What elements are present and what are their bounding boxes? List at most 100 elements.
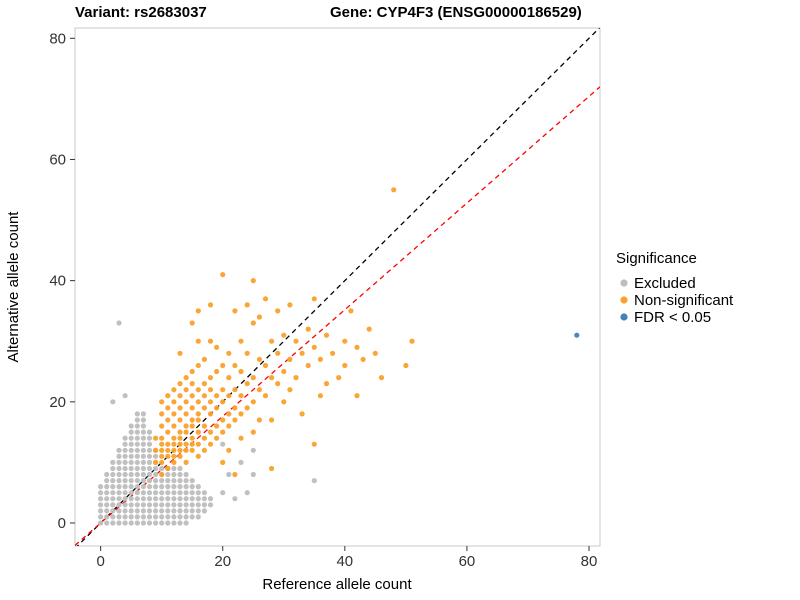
point-Excluded xyxy=(159,502,165,508)
point-Excluded xyxy=(134,459,140,465)
legend-label-fdr: FDR < 0.05 xyxy=(634,309,711,326)
point-Excluded xyxy=(122,520,128,526)
point-Excluded xyxy=(134,508,140,514)
point-Non-significant xyxy=(195,338,201,344)
point-Excluded xyxy=(134,441,140,447)
point-Excluded xyxy=(165,496,171,502)
point-Excluded xyxy=(244,490,250,496)
point-Non-significant xyxy=(189,381,195,387)
point-Non-significant xyxy=(299,350,305,356)
point-Excluded xyxy=(104,471,110,478)
point-Non-significant xyxy=(165,465,171,472)
point-Excluded xyxy=(122,435,128,441)
point-Non-significant xyxy=(262,393,269,399)
point-Excluded xyxy=(128,453,134,459)
point-Excluded xyxy=(171,502,177,508)
point-Excluded xyxy=(116,465,122,472)
point-Excluded xyxy=(122,490,128,496)
point-Excluded xyxy=(140,423,146,429)
point-Excluded xyxy=(189,514,195,520)
point-Non-significant xyxy=(360,356,366,362)
point-Excluded xyxy=(171,520,177,526)
point-Excluded xyxy=(189,502,195,508)
point-Excluded xyxy=(128,514,134,520)
point-Excluded xyxy=(122,502,128,508)
point-Excluded xyxy=(140,514,146,520)
point-Excluded xyxy=(195,490,201,496)
point-Excluded xyxy=(207,496,214,502)
point-Non-significant xyxy=(244,350,250,356)
point-Non-significant xyxy=(305,326,311,332)
point-Excluded xyxy=(165,471,171,478)
identity-line xyxy=(76,28,600,546)
point-Non-significant xyxy=(177,417,183,423)
point-Non-significant xyxy=(238,368,244,375)
point-Excluded xyxy=(110,508,116,514)
axis-ticks: 0 20 40 60 80 0 20 40 60 80 xyxy=(49,30,597,570)
point-Excluded xyxy=(134,496,140,502)
point-Non-significant xyxy=(207,411,214,417)
point-Excluded xyxy=(116,502,122,508)
point-Non-significant xyxy=(354,393,360,399)
point-Excluded xyxy=(122,478,128,484)
point-Excluded xyxy=(146,478,153,484)
point-Non-significant xyxy=(256,387,262,393)
point-Excluded xyxy=(110,399,116,405)
point-Non-significant xyxy=(378,375,385,381)
point-Excluded xyxy=(195,514,201,520)
point-Excluded xyxy=(140,490,146,496)
point-Excluded xyxy=(189,496,195,502)
point-Non-significant xyxy=(232,308,238,314)
point-Non-significant xyxy=(269,338,275,344)
point-Excluded xyxy=(238,459,244,465)
point-Excluded xyxy=(116,520,122,526)
point-Non-significant xyxy=(275,381,281,387)
point-Excluded xyxy=(165,502,171,508)
point-Non-significant xyxy=(366,326,372,332)
point-Excluded xyxy=(110,484,116,490)
point-Non-significant xyxy=(195,453,201,459)
point-Non-significant xyxy=(342,362,348,369)
fit-line xyxy=(75,86,600,546)
point-Excluded xyxy=(183,502,189,508)
point-Excluded xyxy=(159,465,165,472)
point-Excluded xyxy=(116,453,122,459)
point-Non-significant xyxy=(195,387,201,393)
point-Excluded xyxy=(122,471,128,478)
point-Excluded xyxy=(104,490,110,496)
point-Non-significant xyxy=(287,387,293,393)
point-Non-significant xyxy=(287,356,293,362)
point-Non-significant xyxy=(171,411,177,417)
point-Excluded xyxy=(177,496,183,502)
point-Excluded xyxy=(116,508,122,514)
point-Non-significant xyxy=(214,393,220,399)
point-Excluded xyxy=(134,484,140,490)
point-Excluded xyxy=(146,496,153,502)
point-Non-significant xyxy=(250,278,256,284)
point-Non-significant xyxy=(165,393,171,399)
point-Non-significant xyxy=(201,447,207,453)
point-Excluded xyxy=(122,393,128,399)
point-Non-significant xyxy=(250,399,256,405)
point-Excluded xyxy=(171,490,177,496)
y-tick-label: 60 xyxy=(49,151,66,168)
point-Non-significant xyxy=(177,429,183,435)
point-Excluded xyxy=(220,490,226,496)
point-Excluded xyxy=(104,514,110,520)
point-Non-significant xyxy=(305,362,311,369)
point-Excluded xyxy=(128,502,134,508)
point-Non-significant xyxy=(226,350,232,356)
point-Excluded xyxy=(116,459,122,465)
point-Non-significant xyxy=(195,411,201,417)
point-Non-significant xyxy=(153,447,159,453)
point-Non-significant xyxy=(183,447,189,453)
point-Excluded xyxy=(128,441,134,447)
point-Excluded xyxy=(146,459,153,465)
point-Non-significant xyxy=(183,423,189,429)
point-Excluded xyxy=(110,496,116,502)
point-Non-significant xyxy=(250,320,256,326)
y-tick-label: 20 xyxy=(49,394,66,411)
point-Excluded xyxy=(122,447,128,453)
